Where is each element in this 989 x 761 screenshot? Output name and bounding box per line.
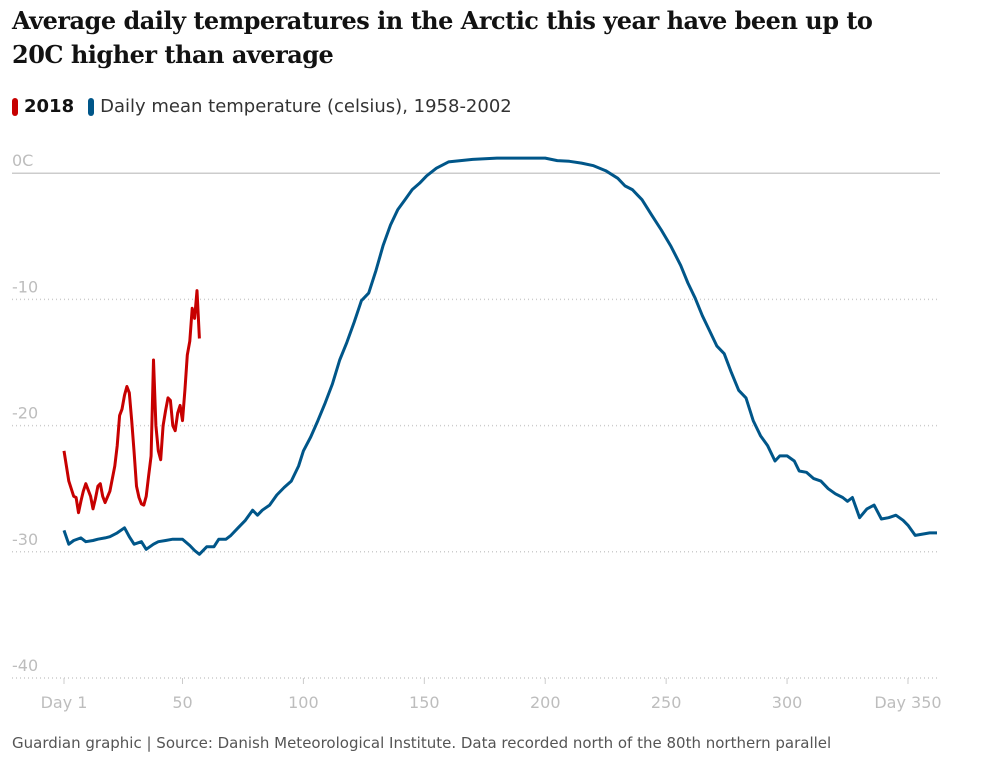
series-line — [62, 289, 201, 515]
chart-title: Average daily temperatures in the Arctic… — [12, 6, 873, 69]
x-tick-label: 300 — [772, 693, 803, 712]
series-line — [62, 156, 937, 556]
y-tick-label: -10 — [12, 277, 38, 296]
y-tick-label: 0C — [12, 151, 33, 170]
x-tick-label: 100 — [288, 693, 319, 712]
x-tick-label: 150 — [409, 693, 440, 712]
x-tick-label: 250 — [651, 693, 682, 712]
legend: 2018 Daily mean temperature (celsius), 19… — [12, 96, 526, 117]
source: Guardian graphic | Source: Danish Meteor… — [12, 734, 832, 752]
x-tick-label: Day 350 — [874, 693, 941, 712]
legend-item: 2018 — [12, 96, 74, 117]
legend-swatch — [88, 97, 95, 116]
legend-swatch — [12, 97, 18, 116]
x-tick-label: 200 — [530, 693, 561, 712]
y-tick-label: -20 — [12, 404, 38, 423]
legend-item: Daily mean temperature (celsius), 1958-2… — [88, 96, 512, 117]
x-tick-label: 50 — [172, 693, 192, 712]
legend-label: Daily mean temperature (celsius), 1958-2… — [100, 96, 512, 117]
y-tick-label: -30 — [12, 530, 38, 549]
y-tick-label: -40 — [12, 656, 38, 675]
legend-label: 2018 — [24, 96, 75, 117]
x-tick-label: Day 1 — [41, 693, 88, 712]
